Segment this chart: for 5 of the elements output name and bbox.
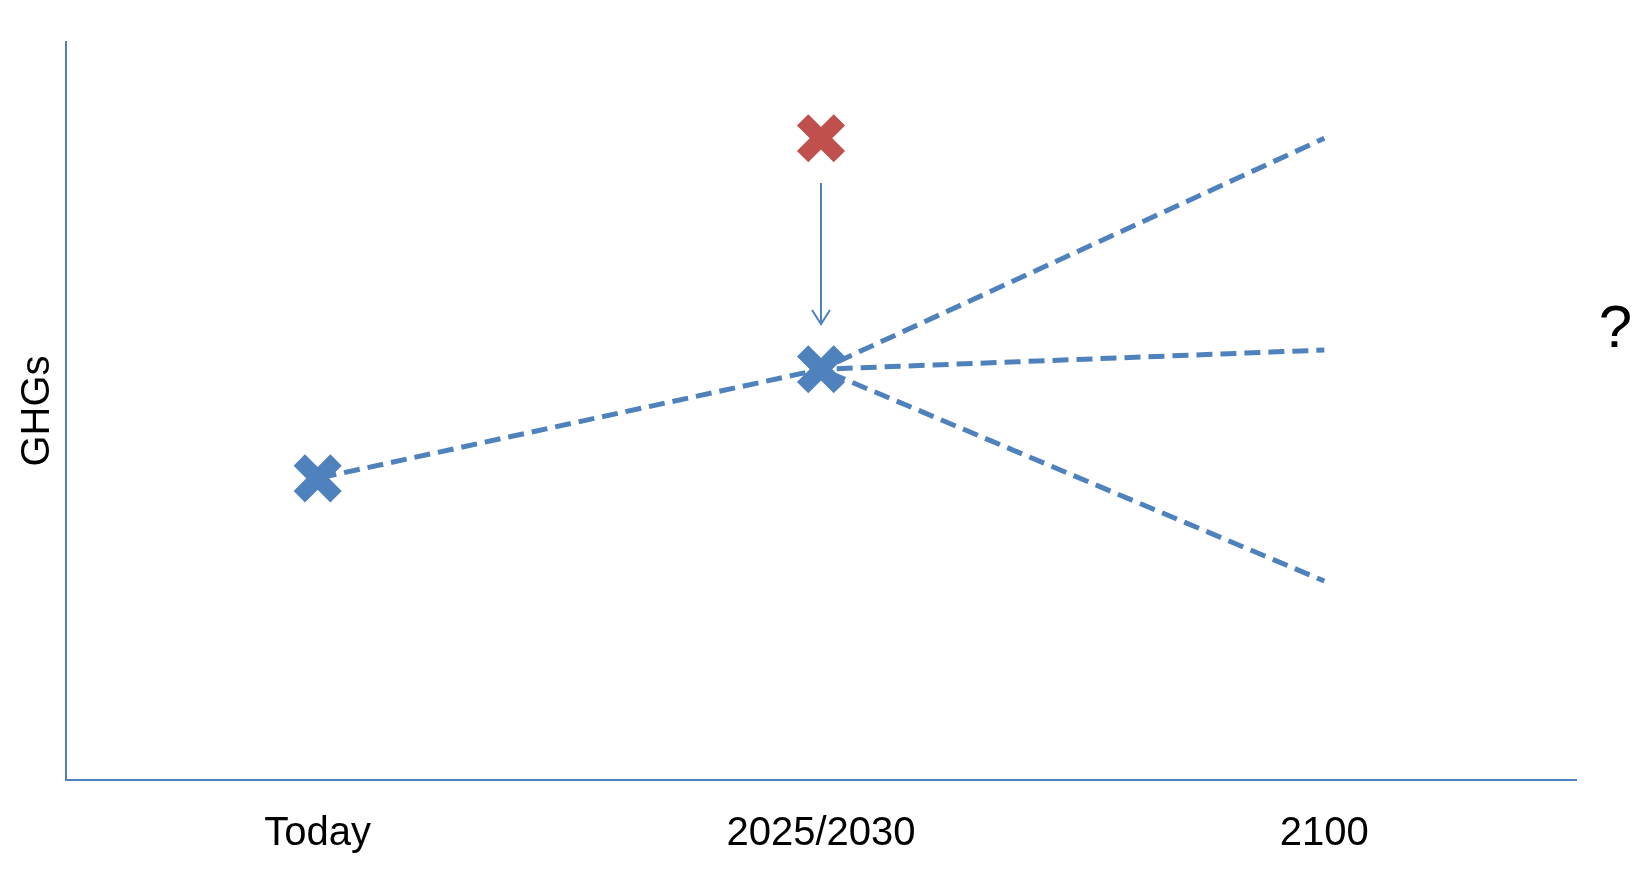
x-tick-label: 2025/2030 (726, 809, 916, 854)
y-axis-title: GHGs (13, 355, 58, 467)
text: ? (1598, 292, 1632, 360)
x-tick-label: Today (264, 809, 372, 854)
x-tick-label: 2100 (1279, 809, 1369, 854)
